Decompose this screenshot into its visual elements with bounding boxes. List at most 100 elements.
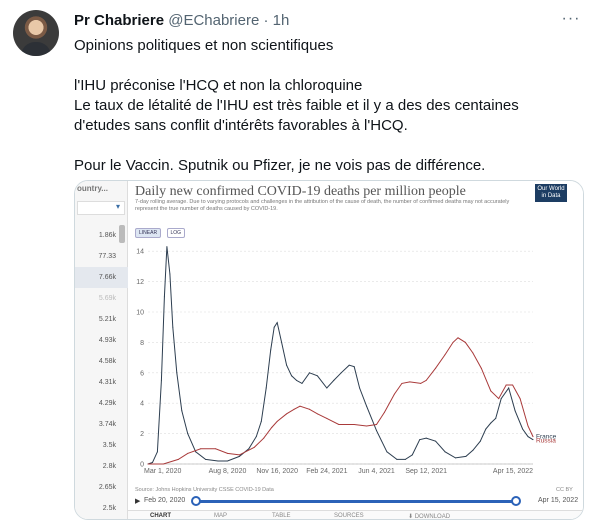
data-point-russia [308, 408, 310, 410]
country-list-row[interactable]: 4.58k [98, 358, 116, 365]
play-icon[interactable]: ▶ [135, 498, 141, 505]
country-list-row[interactable]: 4.29k [98, 400, 116, 407]
data-point-france [348, 364, 350, 366]
data-point-russia [472, 352, 474, 354]
data-point-russia [263, 437, 265, 439]
data-point-france [308, 372, 310, 374]
data-point-france [260, 420, 262, 422]
data-point-russia [420, 382, 422, 384]
tab-download[interactable]: ⬇ DOWNLOAD [408, 513, 451, 520]
timeline-end-handle[interactable] [511, 496, 521, 506]
tab-chart[interactable]: CHART [150, 513, 171, 519]
data-point-france [151, 461, 153, 463]
tweet-text: Opinions politiques et non scientifiques… [74, 36, 584, 176]
data-point-russia [316, 413, 318, 415]
tab-map[interactable]: MAP [214, 513, 228, 519]
data-point-russia [527, 425, 529, 427]
country-list-row[interactable]: 4.93k [98, 337, 116, 344]
tab-download-label: DOWNLOAD [414, 514, 451, 520]
data-point-france [316, 375, 318, 377]
data-point-france [166, 246, 168, 248]
country-list-row[interactable]: 2.1k [75, 519, 128, 520]
y-tick-label: 8 [140, 340, 144, 347]
country-list-row[interactable]: 3.74k [98, 421, 116, 428]
avatar[interactable] [13, 10, 59, 56]
timestamp[interactable]: 1h [272, 12, 290, 29]
data-point-russia [490, 390, 492, 392]
country-list-scrollbar[interactable] [119, 225, 125, 243]
scale-log-button[interactable]: LOG [166, 228, 186, 238]
tab-sources[interactable]: SOURCES [334, 513, 364, 519]
data-point-russia [200, 448, 202, 450]
data-point-france [425, 437, 427, 439]
country-list-row[interactable]: 2.65k [98, 484, 116, 491]
data-point-france [248, 448, 250, 450]
data-point-france [479, 440, 481, 442]
data-point-russia [215, 448, 217, 450]
sort-icon[interactable]: ▾ [77, 201, 125, 215]
data-point-france [160, 379, 162, 381]
country-list-row[interactable]: 3.5k [102, 442, 116, 449]
data-point-france [217, 460, 219, 462]
data-point-russia [383, 411, 385, 413]
data-point-france [495, 417, 497, 419]
data-point-france [444, 451, 446, 453]
tweet-line: l'IHU préconise l'HCQ et non la chloroqu… [74, 77, 363, 94]
data-point-france [532, 439, 534, 441]
data-point-france [527, 436, 529, 438]
data-point-france [255, 436, 257, 438]
series-line-russia [148, 337, 534, 465]
data-point-france [291, 375, 293, 377]
data-point-russia [409, 381, 411, 383]
tweet-header: Pr Chabriere @EChabriere · 1h [74, 12, 289, 30]
author-name[interactable]: Pr Chabriere [74, 12, 165, 29]
tweet-media-image[interactable]: ountry... ▾ 1.86k 77.33 7.66k 5.69k 5.21k 4.9… [74, 180, 584, 520]
data-point-russia [512, 384, 514, 386]
series-label-russia: Russia [536, 438, 556, 445]
data-point-russia [226, 452, 228, 454]
data-point-france [411, 454, 413, 456]
country-list-row[interactable]: 5.69k [98, 295, 116, 302]
data-point-france [366, 405, 368, 407]
y-tick-label: 6 [140, 370, 144, 377]
data-point-france [508, 387, 510, 389]
data-point-france [490, 422, 492, 424]
data-point-france [286, 364, 288, 366]
y-tick-label: 12 [136, 279, 144, 286]
data-point-russia [286, 413, 288, 415]
timeline-end-date: Apr 15, 2022 [538, 497, 579, 504]
more-options-icon[interactable]: ··· [561, 10, 581, 27]
tweet-line: d'etudes sans conflit d'intérêts favorab… [74, 117, 408, 134]
data-point-france [276, 322, 278, 324]
scale-toggle: LINEAR LOG [135, 221, 186, 239]
timeline-track[interactable] [196, 500, 516, 503]
tab-table[interactable]: TABLE [272, 513, 291, 519]
timeline-slider: ▶ Feb 20, 2020 Apr 15, 2022 [128, 495, 583, 507]
data-point-france [273, 326, 275, 328]
country-list-rows: 1.86k 77.33 7.66k 5.69k 5.21k 4.93k 4.58k 4.31k… [75, 225, 128, 520]
x-tick-label: Aug 8, 2020 [209, 468, 247, 475]
y-tick-label: 0 [140, 462, 144, 469]
x-tick-label: Apr 15, 2022 [493, 468, 533, 475]
data-point-russia [393, 393, 395, 395]
x-tick-label: Jun 4, 2021 [358, 468, 395, 475]
country-list-row[interactable]: 77.33 [98, 253, 116, 260]
data-point-russia [326, 417, 328, 419]
series-line-france [147, 246, 534, 465]
country-list-row[interactable]: 7.66k [75, 267, 128, 288]
data-point-france [333, 379, 335, 381]
country-list-row[interactable]: 5.21k [98, 316, 116, 323]
data-point-russia [162, 463, 164, 465]
owid-logo: Our World in Data [535, 184, 567, 202]
data-point-russia [353, 423, 355, 425]
country-list-row[interactable]: 2.8k [102, 463, 116, 470]
scale-linear-button[interactable]: LINEAR [135, 228, 162, 238]
timeline-start-handle[interactable] [191, 496, 201, 506]
data-point-russia [271, 427, 273, 429]
country-list-row[interactable]: 4.31k [98, 379, 116, 386]
country-list-row[interactable]: 2.5k [102, 505, 116, 512]
x-tick-label: Nov 16, 2020 [256, 468, 298, 475]
author-handle[interactable]: @EChabriere [168, 12, 260, 29]
country-list-row[interactable]: 1.86k [98, 232, 116, 239]
data-point-france [419, 439, 421, 441]
